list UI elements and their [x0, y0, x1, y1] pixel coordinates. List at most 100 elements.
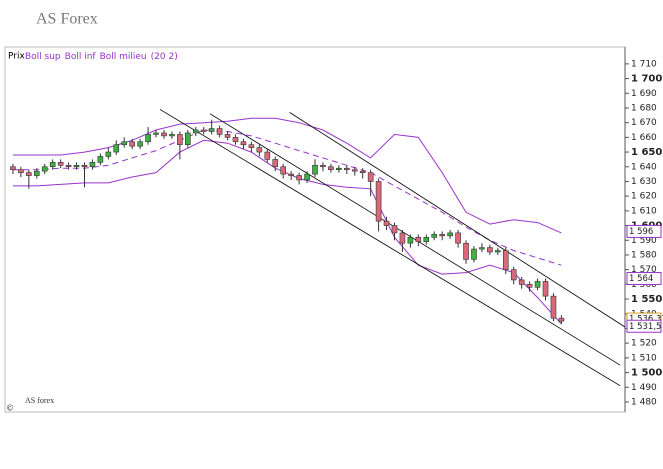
- candle-body: [391, 225, 398, 234]
- candle-body: [502, 250, 509, 270]
- candle-body: [423, 237, 430, 243]
- candle-body: [383, 220, 390, 226]
- price-label-box: [626, 224, 662, 238]
- y-tick-label: 1 550: [631, 294, 662, 305]
- candle-body: [81, 164, 88, 168]
- candle-body: [240, 141, 247, 146]
- candle-body: [296, 175, 302, 181]
- candle-body: [97, 156, 104, 163]
- legend-price: Prix: [8, 52, 25, 62]
- y-tick-label: 1 620: [631, 192, 657, 202]
- price-label: 1 596: [629, 227, 653, 237]
- y-tick-label: 1 480: [631, 397, 657, 407]
- candle-body: [177, 134, 183, 146]
- plot-frame: [4, 46, 626, 413]
- candle-body: [264, 151, 271, 160]
- candle-body: [10, 166, 16, 170]
- candle-body: [359, 170, 366, 173]
- candle-body: [526, 284, 533, 288]
- candle-body: [375, 181, 382, 222]
- candle-body: [510, 269, 517, 281]
- candle-body: [542, 281, 549, 297]
- y-tick-label: 1 660: [631, 133, 657, 143]
- candle-body: [336, 167, 342, 170]
- band-line: [12, 129, 562, 266]
- candle-body: [495, 250, 501, 253]
- candle-body: [343, 167, 350, 170]
- price-label: 1 564: [629, 274, 653, 284]
- price-label: 1 531,5: [629, 322, 661, 332]
- candle-body: [550, 295, 557, 319]
- candle-body: [558, 317, 565, 322]
- candle-body: [351, 169, 358, 172]
- candle-body: [208, 128, 215, 132]
- copyright: ©: [6, 404, 14, 413]
- candle-body: [224, 134, 231, 138]
- legend-bands: Boll sup Boll inf Boll milieu (20 2): [25, 52, 178, 62]
- candle-body: [431, 234, 438, 238]
- candle-body: [534, 281, 541, 288]
- legend-params: (20 2): [151, 52, 178, 62]
- y-tick-label: 1 650: [631, 147, 662, 158]
- y-tick-label: 1 580: [631, 250, 657, 260]
- candle-body: [304, 173, 310, 181]
- candle-body: [161, 132, 167, 137]
- y-tick-label: 1 570: [631, 265, 657, 275]
- candle-body: [479, 247, 485, 250]
- y-tick-label: 1 590: [631, 236, 657, 246]
- candle-body: [73, 164, 80, 168]
- legend-entry: Boll inf: [65, 52, 97, 62]
- candle-body: [26, 172, 32, 176]
- candle-body: [328, 166, 334, 170]
- price-label-box: [626, 271, 662, 285]
- candle-body: [192, 129, 199, 134]
- band-line: [12, 117, 562, 234]
- candle-body: [399, 232, 406, 244]
- candle-body: [18, 169, 24, 173]
- y-tick-label: 1 610: [631, 206, 657, 216]
- candle-body: [185, 132, 191, 146]
- candle-body: [57, 162, 64, 166]
- y-tick-label: 1 700: [631, 74, 662, 85]
- candle-body: [447, 232, 453, 237]
- candle-body: [137, 141, 143, 147]
- candle-body: [169, 134, 175, 137]
- candle-body: [105, 151, 112, 157]
- candle-body: [153, 132, 159, 135]
- candle-body: [256, 147, 263, 153]
- candle-body: [312, 164, 318, 175]
- candle-body: [415, 237, 422, 243]
- trendline: [209, 113, 621, 366]
- candle-body: [89, 162, 96, 168]
- price-label: 1 536,37: [629, 315, 663, 325]
- legend-entry: Boll sup: [25, 52, 61, 62]
- y-tick-label: 1 500: [631, 368, 662, 379]
- y-tick-label: 1 690: [631, 89, 657, 99]
- y-tick-label: 1 640: [631, 162, 657, 172]
- legend-entry: Boll milieu: [100, 52, 147, 62]
- candle-body: [121, 141, 128, 146]
- y-tick-label: 1 490: [631, 383, 657, 393]
- y-tick-label: 1 510: [631, 353, 657, 363]
- chart-title: AS Forex: [36, 11, 98, 28]
- candle-body: [367, 172, 374, 182]
- candle-body: [463, 242, 469, 260]
- candle-body: [518, 279, 525, 285]
- candle-body: [487, 247, 493, 253]
- trendline: [289, 112, 625, 328]
- candle-body: [65, 164, 72, 168]
- candle-body: [145, 134, 151, 143]
- candle-body: [113, 144, 120, 153]
- y-tick-label: 1 670: [631, 118, 657, 128]
- band-line: [12, 139, 562, 325]
- candle-body: [471, 248, 477, 260]
- candle-body: [200, 129, 207, 132]
- price-label-box: [626, 319, 662, 333]
- candle-body: [272, 159, 279, 168]
- candle-body: [439, 234, 445, 237]
- y-tick-label: 1 520: [631, 339, 657, 349]
- y-tick-label: 1 680: [631, 103, 657, 113]
- y-tick-label: 1 710: [631, 59, 657, 69]
- y-tick-label: 1 630: [631, 177, 657, 187]
